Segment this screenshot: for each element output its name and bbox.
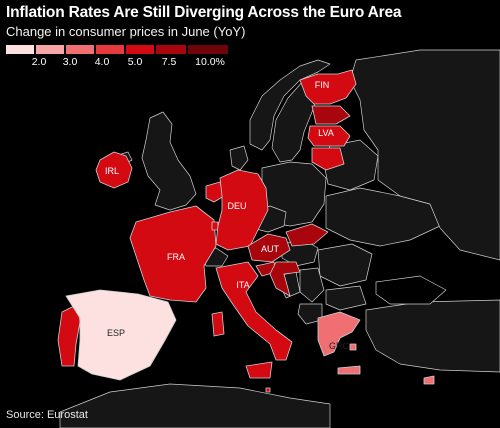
legend-label-10: 10.0% [195, 56, 225, 68]
legend-label-2: 2.0 [31, 56, 47, 68]
map-labels: IRL ESP FRA DEU AUT ITA GRC FIN LVA [105, 80, 350, 351]
chart-subtitle: Change in consumer prices in June (YoY) [6, 24, 246, 39]
great-britain [141, 111, 197, 211]
country-esp [65, 289, 177, 381]
country-grc-islands [337, 343, 361, 375]
country-lux [211, 221, 219, 231]
chart-title: Inflation Rates Are Still Diverging Acro… [6, 4, 402, 21]
country-ita-sardinia [211, 311, 225, 337]
country-fin [299, 69, 357, 105]
legend-label-4: 4.0 [94, 56, 110, 68]
country-lva [307, 125, 351, 147]
country-mlt [265, 387, 271, 393]
country-svk [285, 223, 329, 247]
country-nld [205, 181, 225, 203]
legend-label-7-5: 7.5 [161, 56, 177, 68]
legend-swatch-4 [126, 45, 154, 54]
country-irl [95, 151, 133, 189]
color-legend: 2.0 3.0 4.0 5.0 7.5 10.0% [6, 45, 238, 71]
serbia [299, 267, 325, 303]
legend-swatch-5 [156, 45, 186, 54]
euro-area-countries [58, 69, 435, 393]
turkey [365, 299, 500, 373]
label-esp: ESP [107, 328, 125, 338]
label-deu: DEU [227, 201, 246, 211]
legend-swatch-0 [6, 45, 34, 54]
russia [349, 49, 500, 261]
country-hrv [269, 261, 301, 297]
bulgaria [325, 285, 367, 311]
legend-label-5: 5.0 [127, 56, 143, 68]
label-ita: ITA [236, 280, 249, 290]
country-grc [317, 311, 361, 357]
country-fra [129, 205, 217, 303]
country-cyp [423, 375, 435, 385]
black-sea [375, 275, 447, 305]
label-aut: AUT [261, 244, 280, 254]
north-africa [59, 383, 331, 428]
legend-swatch-3 [96, 45, 124, 54]
country-ltu [311, 147, 345, 171]
norway [249, 59, 331, 151]
label-grc: GRC [329, 341, 350, 351]
label-fra: FRA [167, 252, 185, 262]
romania [317, 243, 373, 287]
country-ita-sicily [245, 361, 273, 379]
denmark [229, 145, 249, 171]
source-note: Source: Eurostat [6, 409, 88, 421]
non-euro-land [59, 49, 500, 428]
label-irl: IRL [105, 166, 119, 176]
country-est [311, 105, 351, 125]
legend-swatch-6 [188, 45, 228, 54]
legend-label-3: 3.0 [62, 56, 78, 68]
legend-swatch-1 [36, 45, 64, 54]
balkans-south [297, 303, 323, 325]
country-ita [215, 261, 293, 361]
label-fin: FIN [315, 80, 330, 90]
ukraine [325, 187, 441, 247]
label-lva: LVA [318, 128, 334, 138]
country-aut [247, 233, 291, 263]
legend-swatch-2 [66, 45, 94, 54]
